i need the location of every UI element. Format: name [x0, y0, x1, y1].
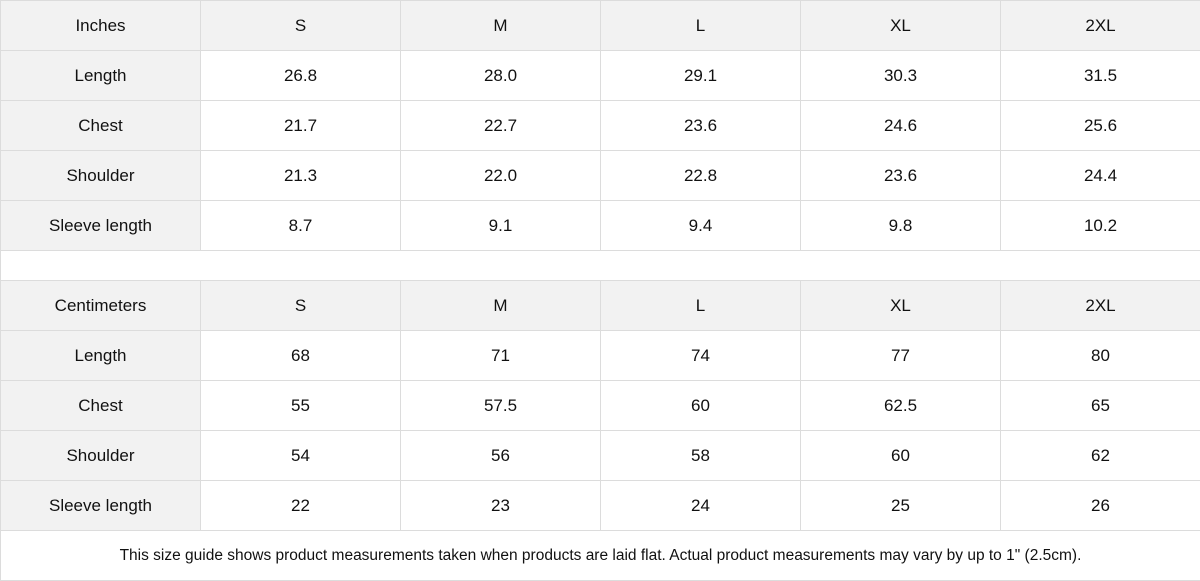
measurement-cell: 21.7 [201, 101, 401, 151]
row-label: Chest [1, 101, 201, 151]
row-label: Sleeve length [1, 481, 201, 531]
row-label: Length [1, 331, 201, 381]
measurement-cell: 22 [201, 481, 401, 531]
measurement-note: This size guide shows product measuremen… [1, 531, 1200, 581]
size-header: M [401, 281, 601, 331]
measurement-cell: 8.7 [201, 201, 401, 251]
measurement-cell: 22.7 [401, 101, 601, 151]
measurement-cell: 24 [601, 481, 801, 531]
row-label: Chest [1, 381, 201, 431]
size-header: M [401, 1, 601, 51]
measurement-cell: 56 [401, 431, 601, 481]
measurement-cell: 31.5 [1001, 51, 1200, 101]
spacer-cell [1, 251, 1200, 281]
measurement-cell: 60 [601, 381, 801, 431]
size-header: L [601, 1, 801, 51]
measurement-cell: 71 [401, 331, 601, 381]
measurement-cell: 25.6 [1001, 101, 1200, 151]
measurement-cell: 25 [801, 481, 1001, 531]
measurement-cell: 9.8 [801, 201, 1001, 251]
unit-header: Inches [1, 1, 201, 51]
measurement-cell: 54 [201, 431, 401, 481]
measurement-cell: 28.0 [401, 51, 601, 101]
size-header: XL [801, 281, 1001, 331]
measurement-cell: 62.5 [801, 381, 1001, 431]
measurement-cell: 60 [801, 431, 1001, 481]
measurement-cell: 23.6 [801, 151, 1001, 201]
measurement-cell: 55 [201, 381, 401, 431]
size-header: S [201, 1, 401, 51]
measurement-cell: 58 [601, 431, 801, 481]
measurement-cell: 23 [401, 481, 601, 531]
size-header: 2XL [1001, 281, 1200, 331]
measurement-cell: 68 [201, 331, 401, 381]
size-header: XL [801, 1, 1001, 51]
row-label: Shoulder [1, 431, 201, 481]
measurement-cell: 29.1 [601, 51, 801, 101]
measurement-cell: 62 [1001, 431, 1200, 481]
measurement-cell: 26 [1001, 481, 1200, 531]
measurement-cell: 57.5 [401, 381, 601, 431]
measurement-cell: 77 [801, 331, 1001, 381]
row-label: Sleeve length [1, 201, 201, 251]
measurement-cell: 26.8 [201, 51, 401, 101]
size-header: S [201, 281, 401, 331]
measurement-cell: 23.6 [601, 101, 801, 151]
row-label: Length [1, 51, 201, 101]
measurement-cell: 74 [601, 331, 801, 381]
measurement-cell: 21.3 [201, 151, 401, 201]
spacer-row [1, 251, 1200, 281]
measurement-cell: 9.1 [401, 201, 601, 251]
note-row: This size guide shows product measuremen… [1, 531, 1200, 581]
measurement-cell: 30.3 [801, 51, 1001, 101]
row-label: Shoulder [1, 151, 201, 201]
measurement-cell: 22.8 [601, 151, 801, 201]
measurement-cell: 22.0 [401, 151, 601, 201]
measurement-cell: 24.4 [1001, 151, 1200, 201]
size-header: L [601, 281, 801, 331]
size-header: 2XL [1001, 1, 1200, 51]
measurement-cell: 65 [1001, 381, 1200, 431]
measurement-cell: 24.6 [801, 101, 1001, 151]
measurement-cell: 9.4 [601, 201, 801, 251]
measurement-cell: 10.2 [1001, 201, 1200, 251]
measurement-cell: 80 [1001, 331, 1200, 381]
unit-header: Centimeters [1, 281, 201, 331]
